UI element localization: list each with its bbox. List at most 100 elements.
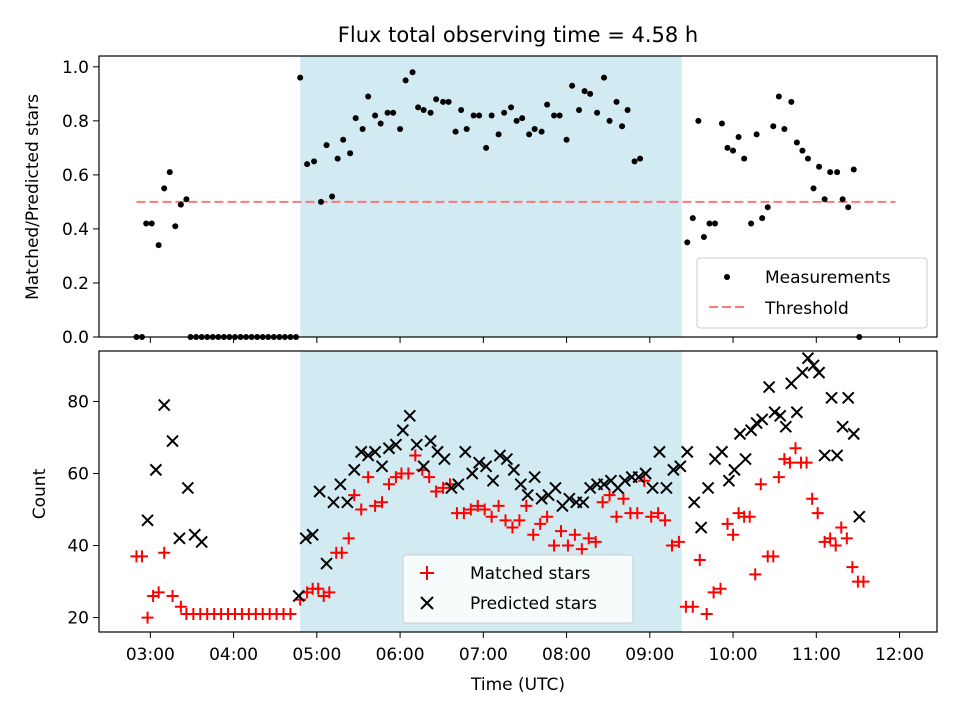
predicted-star-point — [486, 474, 500, 487]
matched-star-point — [152, 586, 165, 599]
measurement-point — [619, 123, 626, 130]
measurement-point — [334, 155, 341, 162]
measurement-point — [483, 144, 490, 151]
predicted-star-point — [521, 488, 534, 502]
measurement-point — [440, 98, 447, 105]
measurement-point — [297, 74, 304, 81]
predicted-star-point — [801, 351, 815, 365]
matched-star-point — [561, 539, 574, 552]
measurement-point — [390, 109, 397, 116]
predicted-star-point — [750, 416, 763, 430]
predicted-star-point — [500, 452, 514, 466]
matched-star-point — [806, 492, 819, 505]
predicted-star-point — [660, 481, 673, 495]
predicted-star-point — [701, 481, 715, 495]
x-tick-label: 12:00 — [875, 645, 924, 665]
y-tick-label: 40 — [67, 537, 89, 557]
predicted-star-point — [306, 528, 319, 541]
matched-star-point — [342, 532, 355, 545]
predicted-star-point — [728, 463, 741, 477]
measurement-point — [470, 112, 477, 119]
measurement-point — [781, 125, 788, 132]
x-tick-label: 04:00 — [209, 645, 258, 665]
measurement-point — [311, 158, 318, 165]
matched-star-point — [284, 607, 297, 620]
predicted-star-point — [681, 445, 694, 459]
measurement-point — [538, 128, 545, 135]
predicted-star-point — [618, 474, 632, 487]
x-tick-label: 05:00 — [292, 645, 341, 665]
measurement-point — [601, 74, 608, 81]
measurement-point — [166, 169, 173, 176]
y-tick-label: 60 — [67, 464, 89, 484]
measurement-point — [495, 131, 502, 138]
measurement-point — [741, 155, 748, 162]
measurement-point — [700, 234, 707, 241]
y-tick-label: 1.0 — [62, 58, 89, 78]
legend-label-predicted: Predicted stars — [470, 594, 597, 614]
measurement-point — [594, 109, 601, 116]
x-axis-label: Time (UTC) — [470, 675, 565, 695]
measurement-point — [563, 136, 570, 143]
measurement-point — [850, 166, 857, 173]
predicted-star-point — [841, 391, 855, 405]
matched-star-point — [811, 507, 824, 520]
matched-star-point — [749, 568, 762, 581]
matched-star-point — [610, 510, 623, 523]
measurement-point — [397, 125, 404, 132]
measurement-point — [143, 220, 150, 227]
predicted-star-point — [389, 438, 403, 451]
measurement-point — [613, 98, 620, 105]
predicted-star-point — [507, 463, 521, 477]
measurement-point — [764, 204, 771, 211]
matched-star-point — [141, 611, 154, 624]
predicted-star-point — [722, 474, 736, 487]
predicted-star-point — [646, 481, 659, 495]
predicted-star-point — [597, 478, 611, 491]
predicted-star-point — [438, 452, 451, 466]
matched-star-point — [362, 471, 375, 484]
matched-star-point — [824, 532, 837, 545]
predicted-star-point — [577, 496, 590, 509]
legend-marker-predicted — [420, 596, 434, 610]
measurement-point — [409, 69, 416, 76]
predicted-star-point — [493, 449, 507, 462]
matched-star-point — [478, 503, 491, 516]
measurement-point — [624, 107, 631, 114]
legend-label-measurements: Measurements — [765, 268, 891, 288]
predicted-star-point — [796, 366, 809, 379]
matched-star-point — [534, 517, 547, 530]
predicted-star-point — [687, 496, 701, 509]
x-tick-label: 11:00 — [792, 645, 841, 665]
x-tick-label: 06:00 — [376, 645, 425, 665]
predicted-star-point — [445, 481, 458, 495]
chart-title: Flux total observing time = 4.58 h — [338, 23, 698, 47]
matched-star-point — [158, 546, 171, 559]
predicted-star-point — [313, 485, 326, 498]
matched-star-point — [335, 546, 348, 559]
matched-star-point — [672, 535, 685, 548]
measurement-point — [834, 169, 841, 176]
matched-star-point — [485, 510, 498, 523]
measurement-point — [508, 104, 515, 111]
predicted-star-point — [424, 434, 437, 448]
measurement-point — [569, 82, 576, 89]
matched-star-point — [857, 575, 870, 588]
measurement-point — [304, 161, 311, 168]
predicted-star-point — [583, 481, 597, 495]
predicted-star-point — [632, 470, 645, 484]
matched-star-point — [754, 478, 767, 491]
measurement-point — [775, 93, 782, 100]
matched-star-point — [369, 499, 382, 512]
predicted-star-point — [768, 406, 781, 419]
predicted-star-point — [812, 366, 826, 379]
predicted-star-point — [299, 532, 312, 545]
matched-star-point — [783, 456, 796, 469]
measurement-point — [427, 109, 434, 116]
predicted-star-point — [195, 535, 208, 549]
matched-star-point — [727, 528, 740, 541]
x-tick-label: 03:00 — [126, 645, 175, 665]
predicted-star-point — [733, 427, 747, 441]
matched-star-point — [846, 561, 859, 574]
